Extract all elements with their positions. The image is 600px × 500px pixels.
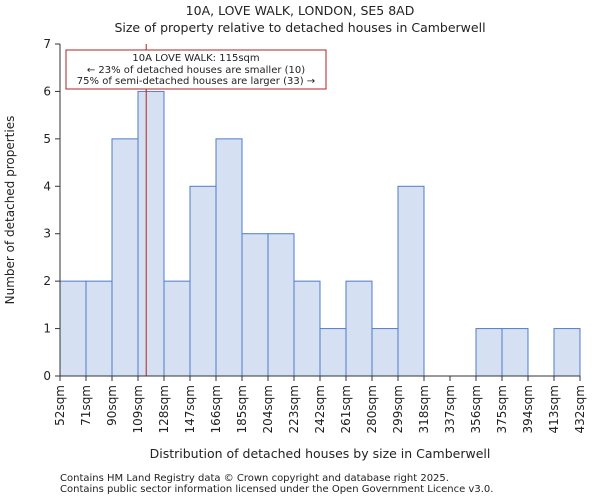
annotation-line-2: ← 23% of detached houses are smaller (10… bbox=[87, 65, 305, 76]
bar-204sqm bbox=[267, 233, 295, 377]
x-tick-label: 204sqm bbox=[261, 385, 275, 433]
x-tick-label: 128sqm bbox=[157, 385, 171, 433]
chart-subtitle: Size of property relative to detached ho… bbox=[114, 20, 486, 35]
y-tick-label: 6 bbox=[43, 84, 51, 98]
x-tick-label: 299sqm bbox=[391, 385, 405, 433]
bar-90sqm bbox=[111, 138, 139, 377]
x-axis-label: Distribution of detached houses by size … bbox=[150, 446, 491, 461]
annotation-frame bbox=[65, 49, 327, 90]
bars-group bbox=[59, 90, 581, 377]
bar-71sqm bbox=[85, 280, 113, 377]
footer-line-1: Contains HM Land Registry data © Crown c… bbox=[60, 473, 449, 484]
x-tick-label: 90sqm bbox=[105, 385, 119, 426]
y-tick-label: 7 bbox=[43, 37, 51, 51]
annotation-box: 10A LOVE WALK: 115sqm ← 23% of detached … bbox=[65, 49, 327, 90]
footer-line-2: Contains public sector information licen… bbox=[60, 484, 494, 495]
bar-280sqm bbox=[371, 328, 399, 377]
bar-109sqm bbox=[137, 90, 165, 377]
x-tick-label: 109sqm bbox=[131, 385, 145, 433]
x-tick-label: 337sqm bbox=[443, 385, 457, 433]
annotation-line-3: 75% of semi-detached houses are larger (… bbox=[77, 76, 315, 87]
annotation-line-1: 10A LOVE WALK: 115sqm bbox=[132, 53, 259, 64]
x-tick-label: 71sqm bbox=[79, 385, 93, 426]
bar-52sqm bbox=[59, 280, 87, 377]
bar-375sqm bbox=[501, 328, 529, 377]
bar-242sqm bbox=[319, 328, 347, 377]
footer: Contains HM Land Registry data © Crown c… bbox=[60, 473, 493, 495]
bar-147sqm bbox=[189, 185, 217, 377]
axes-group bbox=[59, 44, 580, 377]
bar-223sqm bbox=[293, 280, 321, 377]
bar-185sqm bbox=[241, 233, 269, 377]
chart-title-block: 10A, LOVE WALK, LONDON, SE5 8AD Size of … bbox=[0, 2, 600, 36]
bar-128sqm bbox=[163, 280, 191, 377]
x-axis-ticks: 52sqm 71sqm 90sqm 109sqm 128sqm 147sqm 166sqm 1… bbox=[53, 376, 587, 433]
y-tick-label: 2 bbox=[43, 274, 51, 288]
x-tick-label: 375sqm bbox=[495, 385, 509, 433]
y-tick-label: 1 bbox=[43, 322, 51, 336]
bar-166sqm bbox=[215, 138, 243, 377]
y-tick-label: 4 bbox=[43, 179, 51, 193]
y-axis-ticks: 0 1 2 3 4 5 6 7 bbox=[43, 37, 60, 383]
bar-261sqm bbox=[345, 280, 373, 377]
x-tick-label: 185sqm bbox=[235, 385, 249, 433]
y-tick-label: 3 bbox=[43, 227, 51, 241]
y-tick-label: 5 bbox=[43, 132, 51, 146]
y-axis-label: Number of detached properties bbox=[3, 116, 17, 305]
x-tick-label: 147sqm bbox=[183, 385, 197, 433]
x-tick-label: 52sqm bbox=[53, 385, 67, 426]
x-tick-label: 356sqm bbox=[469, 385, 483, 433]
bar-299sqm bbox=[397, 185, 425, 377]
bar-356sqm bbox=[475, 328, 503, 377]
y-tick-label: 0 bbox=[43, 369, 51, 383]
x-tick-label: 280sqm bbox=[365, 385, 379, 433]
x-tick-label: 223sqm bbox=[287, 385, 301, 433]
x-tick-label: 413sqm bbox=[547, 385, 561, 433]
x-tick-label: 432sqm bbox=[573, 385, 587, 433]
x-tick-label: 261sqm bbox=[339, 385, 353, 433]
x-tick-label: 166sqm bbox=[209, 385, 223, 433]
x-tick-label: 318sqm bbox=[417, 385, 431, 433]
chart-title: 10A, LOVE WALK, LONDON, SE5 8AD bbox=[185, 3, 415, 18]
x-tick-label: 242sqm bbox=[313, 385, 327, 433]
x-tick-label: 394sqm bbox=[521, 385, 535, 433]
bar-413sqm bbox=[553, 328, 581, 377]
